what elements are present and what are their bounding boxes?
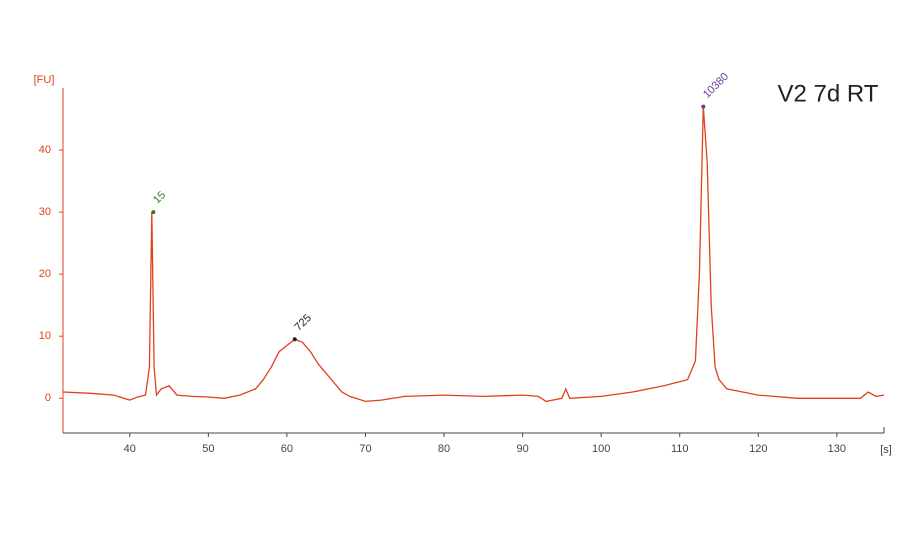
- y-tick-label: 0: [45, 392, 51, 404]
- y-tick-label: 20: [39, 268, 51, 280]
- x-tick-label: 40: [124, 443, 136, 455]
- peak-marker: [292, 337, 297, 342]
- y-axis-label: [FU]: [34, 74, 55, 86]
- y-tick-label: 10: [39, 330, 51, 342]
- x-tick-label: 60: [281, 443, 293, 455]
- signal-line: [62, 106, 885, 403]
- x-tick-label: 80: [438, 443, 450, 455]
- peak-marker: [151, 210, 156, 215]
- y-tick-label: 40: [39, 144, 51, 156]
- x-tick-label: 130: [828, 443, 846, 455]
- y-tick-label: 30: [39, 206, 51, 218]
- x-tick-label: 50: [202, 443, 214, 455]
- x-tick-label: 70: [359, 443, 371, 455]
- x-axis-label: [s]: [880, 444, 892, 456]
- chart-title: V2 7d RT: [778, 80, 879, 107]
- peak-label: 10380: [701, 71, 731, 101]
- peak-marker: [701, 104, 706, 109]
- x-tick-label: 90: [516, 443, 528, 455]
- x-tick-label: 110: [671, 443, 689, 455]
- peak-label: 15: [151, 189, 168, 206]
- peak-label: 725: [292, 312, 313, 333]
- x-tick-label: 100: [592, 443, 610, 455]
- x-tick-label: 120: [749, 443, 767, 455]
